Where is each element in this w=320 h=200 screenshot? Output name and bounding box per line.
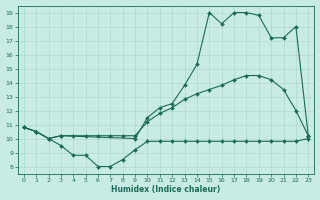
X-axis label: Humidex (Indice chaleur): Humidex (Indice chaleur) xyxy=(111,185,221,194)
